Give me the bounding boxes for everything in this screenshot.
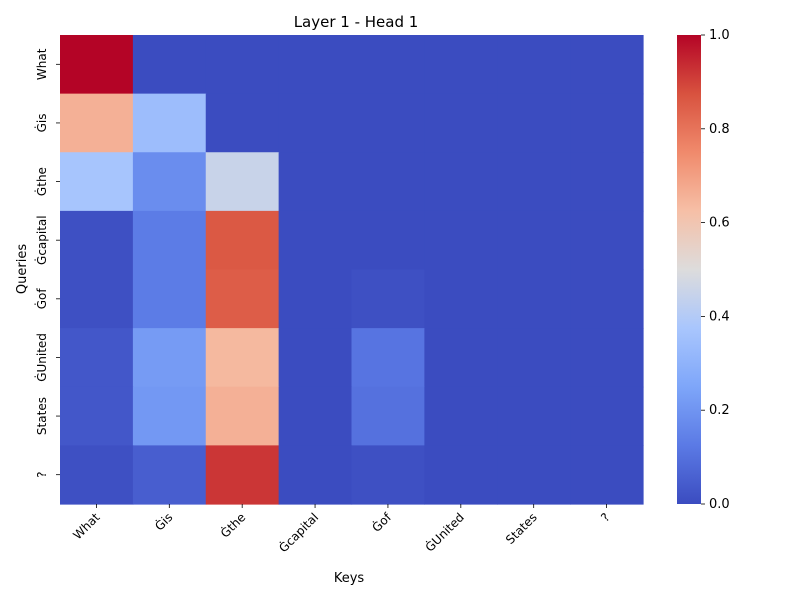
x-tick-label: ?: [598, 510, 612, 524]
x-tick-label: ĠUnited: [421, 509, 467, 555]
heatmap-cell: [205, 35, 280, 95]
heatmap-cell: [351, 152, 425, 212]
heatmap-cell: [570, 35, 644, 95]
heatmap-cell: [278, 328, 353, 388]
colorbar-tick-label: 0.8: [709, 122, 730, 137]
heatmap-cell: [278, 386, 353, 446]
heatmap-cell: [278, 152, 353, 212]
heatmap-cells: [60, 35, 644, 505]
x-tick-label: Ġof: [368, 508, 395, 535]
y-tick-label: States: [35, 397, 49, 435]
heatmap-cell: [570, 93, 644, 153]
y-tick-label: Ġis: [33, 113, 49, 132]
y-tick-label: Ġcapital: [33, 215, 49, 265]
heatmap-cell: [205, 93, 280, 153]
heatmap-cell: [497, 386, 571, 446]
heatmap-cell: [351, 386, 425, 446]
heatmap-cell: [424, 93, 498, 153]
heatmap-cell: [60, 328, 134, 388]
heatmap-cell: [351, 35, 425, 95]
colorbar-ticks: 0.0 0.2 0.4 0.6 0.8 1.0: [701, 28, 730, 512]
heatmap-cell: [570, 386, 644, 446]
x-tick-label: Ġthe: [216, 509, 248, 541]
heatmap-cell: [205, 386, 280, 446]
heatmap-cell: [205, 269, 280, 329]
heatmap-cell: [60, 269, 134, 329]
heatmap-cell: [132, 386, 207, 446]
heatmap-cell: [424, 210, 498, 271]
y-tick-label: Ġthe: [33, 167, 49, 196]
y-tick-label: Ġof: [33, 288, 49, 310]
y-axis-label: Queries: [15, 244, 30, 294]
heatmap-cell: [351, 328, 425, 388]
heatmap-cell: [132, 269, 207, 329]
x-tick-label: States: [503, 510, 540, 547]
heatmap-cell: [351, 210, 425, 271]
heatmap-cell: [497, 152, 571, 212]
y-tick-label: What: [35, 48, 49, 80]
heatmap-cell: [205, 210, 280, 271]
heatmap-cell: [424, 269, 498, 329]
heatmap-cell: [570, 152, 644, 212]
heatmap-cell: [351, 269, 425, 329]
heatmap-cell: [60, 35, 134, 95]
heatmap-cell: [205, 328, 280, 388]
x-tick-label: Ġis: [151, 509, 176, 534]
heatmap-cell: [497, 445, 571, 505]
heatmap-cell: [205, 445, 280, 505]
y-axis-ticks: What Ġis Ġthe Ġcapital Ġof ĠUnited States?: [33, 48, 60, 478]
x-tick-label: What: [70, 510, 102, 542]
heatmap-cell: [132, 93, 207, 153]
heatmap-cell: [132, 210, 207, 271]
heatmap-cell: [424, 35, 498, 95]
heatmap-cell: [351, 93, 425, 153]
heatmap-cell: [278, 35, 353, 95]
heatmap-cell: [60, 152, 134, 212]
heatmap-cell: [60, 93, 134, 153]
heatmap-cell: [497, 93, 571, 153]
heatmap-cell: [497, 35, 571, 95]
heatmap-cell: [424, 328, 498, 388]
colorbar-tick-label: 0.4: [709, 309, 730, 324]
heatmap-cell: [570, 210, 644, 271]
x-axis-ticks: What Ġis Ġthe Ġcapital Ġof ĠUnited States?: [70, 504, 613, 555]
heatmap-cell: [278, 93, 353, 153]
heatmap-cell: [132, 35, 207, 95]
heatmap-cell: [132, 328, 207, 388]
chart-title: Layer 1 - Head 1: [294, 13, 419, 31]
heatmap-cell: [497, 328, 571, 388]
colorbar-tick-label: 1.0: [709, 28, 730, 43]
heatmap-cell: [205, 152, 280, 212]
heatmap-cell: [424, 386, 498, 446]
heatmap-cell: [570, 328, 644, 388]
heatmap-cell: [278, 269, 353, 329]
heatmap-cell: [570, 445, 644, 505]
heatmap-cell: [497, 269, 571, 329]
heatmap-cell: [424, 445, 498, 505]
heatmap-cell: [60, 210, 134, 271]
x-tick-label: Ġcapital: [275, 509, 321, 555]
heatmap-cell: [424, 152, 498, 212]
heatmap-cell: [570, 269, 644, 329]
heatmap-cell: [132, 445, 207, 505]
colorbar-tick-label: 0.2: [709, 403, 730, 418]
colorbar-tick-label: 0.0: [709, 497, 730, 512]
colorbar: [677, 35, 701, 504]
colorbar-tick-label: 0.6: [709, 216, 730, 231]
heatmap-cell: [60, 445, 134, 505]
heatmap-cell: [132, 152, 207, 212]
heatmap-cell: [60, 386, 134, 446]
x-axis-label: Keys: [334, 571, 365, 586]
heatmap-cell: [351, 445, 425, 505]
y-tick-label: ?: [35, 472, 49, 478]
heatmap-cell: [278, 210, 353, 271]
heatmap-cell: [278, 445, 353, 505]
heatmap-cell: [497, 210, 571, 271]
y-tick-label: ĠUnited: [33, 333, 49, 382]
